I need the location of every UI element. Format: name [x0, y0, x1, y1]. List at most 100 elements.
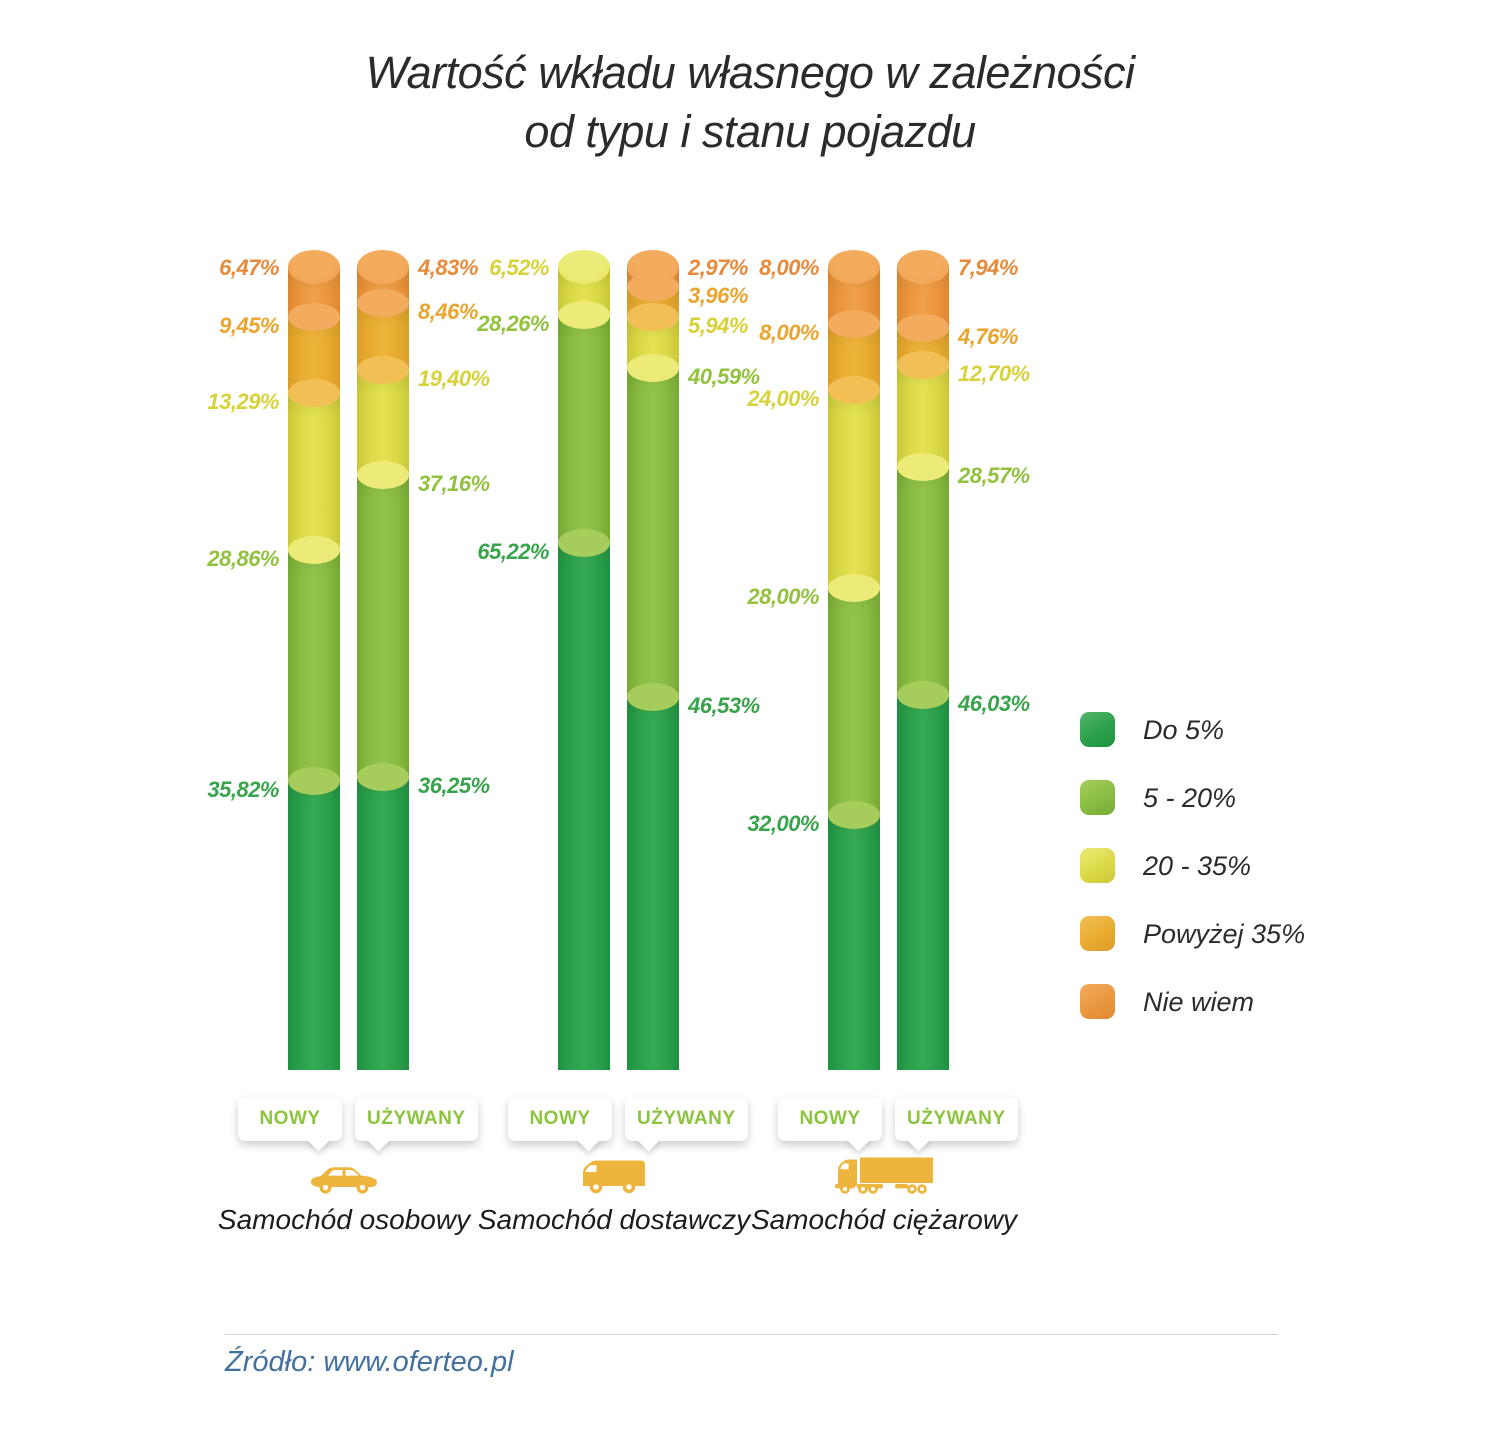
badge-uzywany-samochod-ciezarowy: UŻYWANY [895, 1097, 1018, 1152]
segment-niewiem [288, 250, 340, 331]
category-label-samochod-dostawczy: Samochód dostawczy [477, 1204, 751, 1235]
car-icon [308, 1163, 380, 1202]
segment-od5do20 [897, 467, 949, 709]
legend-label-od5do20: 5 - 20% [1143, 783, 1237, 813]
cylinder-lid [357, 289, 409, 317]
bar-samochod-dostawczy-uzywany [627, 250, 679, 1070]
value-label-do5: 46,03% [958, 691, 1030, 716]
chart-title: Wartość wkładu własnego w zależności od t… [0, 44, 1500, 161]
value-label-od20do35: 5,94% [688, 313, 748, 338]
value-label-niewiem: 4,83% [418, 255, 478, 280]
bar-samochod-ciezarowy-uzywany [897, 250, 949, 1070]
value-label-do5: 65,22% [477, 539, 549, 564]
segment-niewiem [828, 250, 880, 338]
cylinder-lid [897, 453, 949, 481]
footer-divider [225, 1334, 1278, 1335]
value-label-do5: 46,53% [688, 693, 760, 718]
category-label-samochod-osobowy: Samochód osobowy [217, 1204, 471, 1235]
cylinder-lid [828, 574, 880, 602]
segment-od5do20 [558, 315, 610, 557]
segment-od5do20 [627, 368, 679, 711]
segment-powyzej35 [828, 324, 880, 404]
cylinder-lid [627, 273, 679, 301]
value-label-od20do35: 24,00% [747, 386, 819, 411]
legend-swatch-powyzej35 [1080, 916, 1115, 951]
value-label-do5: 32,00% [747, 811, 819, 836]
value-label-powyzej35: 9,45% [219, 313, 279, 338]
value-label-od5do20: 40,59% [688, 364, 760, 389]
value-label-od20do35: 6,52% [489, 255, 549, 280]
cylinder-lid [288, 379, 340, 407]
segment-od20do35 [828, 390, 880, 602]
value-label-niewiem: 8,00% [759, 255, 819, 280]
source-text: Źródło: www.oferteo.pl [225, 1346, 514, 1378]
legend-label-do5: Do 5% [1143, 715, 1225, 745]
badge-tail [906, 1127, 931, 1152]
cylinder-lid [357, 461, 409, 489]
legend-label-od20do35: 20 - 35% [1143, 851, 1252, 881]
segment-od5do20 [357, 475, 409, 791]
segment-od20do35 [897, 365, 949, 481]
badge-tail [846, 1127, 871, 1152]
legend-swatch-od5do20 [1080, 780, 1115, 815]
value-label-od5do20: 28,86% [207, 546, 279, 571]
cylinder-lid [357, 356, 409, 384]
cylinder-cap [828, 250, 880, 284]
value-label-powyzej35: 8,00% [759, 320, 819, 345]
cylinder-cap [558, 250, 610, 284]
cylinder-cap [897, 250, 949, 284]
badge-uzywany-samochod-osobowy: UŻYWANY [355, 1097, 478, 1152]
truck-icon [832, 1155, 936, 1202]
van-icon [576, 1157, 652, 1202]
value-label-od5do20: 28,00% [747, 584, 819, 609]
cylinder-lid [828, 376, 880, 404]
badge-nowy-samochod-ciezarowy: NOWY [778, 1097, 882, 1152]
badge-tail [636, 1127, 661, 1152]
value-label-niewiem: 7,94% [958, 255, 1018, 280]
value-label-do5: 35,82% [207, 777, 279, 802]
segment-powyzej35 [897, 328, 949, 379]
value-label-niewiem: 6,47% [219, 255, 279, 280]
segment-od5do20 [288, 550, 340, 795]
cylinder-lid [627, 303, 679, 331]
segment-od5do20 [828, 588, 880, 829]
cylinder-lid [627, 354, 679, 382]
bar-samochod-dostawczy-nowy [558, 250, 610, 1070]
value-label-od5do20: 28,57% [958, 463, 1030, 488]
segment-od20do35 [288, 393, 340, 564]
badge-tail [576, 1127, 601, 1152]
badge-nowy-samochod-dostawczy: NOWY [508, 1097, 612, 1152]
cylinder-lid [828, 801, 880, 829]
cylinder-cap [357, 250, 409, 284]
segment-do5 [288, 781, 340, 1070]
cylinder-lid [357, 763, 409, 791]
cylinder-lid [288, 767, 340, 795]
value-label-od5do20: 28,26% [477, 311, 549, 336]
legend-swatch-od20do35 [1080, 848, 1115, 883]
value-label-od20do35: 19,40% [418, 366, 490, 391]
segment-do5 [357, 777, 409, 1070]
segment-niewiem [627, 250, 679, 301]
cylinder-cap [288, 250, 340, 284]
bar-samochod-osobowy-nowy [288, 250, 340, 1070]
segment-od20do35 [558, 250, 610, 329]
chart-title-line1: Wartość wkładu własnego w zależności [365, 47, 1135, 98]
segment-niewiem [897, 250, 949, 342]
cylinder-lid [897, 351, 949, 379]
cylinder-lid [897, 681, 949, 709]
legend-label-powyzej35: Powyżej 35% [1143, 919, 1306, 949]
segment-do5 [897, 695, 949, 1070]
segment-do5 [828, 815, 880, 1070]
bar-samochod-osobowy-uzywany [357, 250, 409, 1070]
value-label-od20do35: 12,70% [958, 361, 1030, 386]
badge-uzywany-samochod-dostawczy: UŻYWANY [625, 1097, 748, 1152]
legend-label-niewiem: Nie wiem [1143, 987, 1255, 1017]
value-label-powyzej35: 3,96% [688, 283, 748, 308]
segment-do5 [627, 697, 679, 1070]
cylinder-lid [288, 536, 340, 564]
value-label-od20do35: 13,29% [207, 389, 279, 414]
chart-title-line2: od typu i stanu pojazdu [524, 105, 976, 157]
badge-tail [306, 1127, 331, 1152]
